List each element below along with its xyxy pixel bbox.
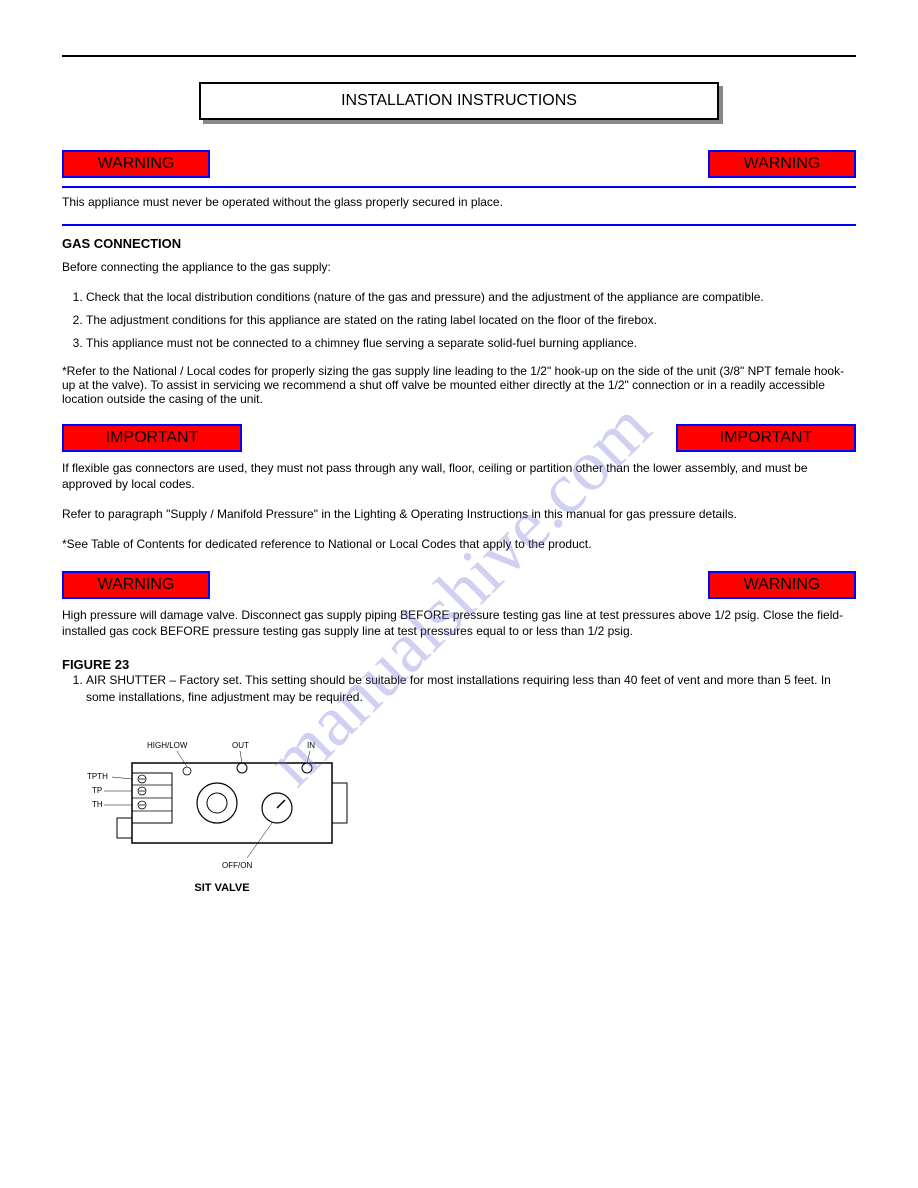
highlow-label: HIGH/LOW xyxy=(147,741,188,750)
in-port xyxy=(302,763,312,773)
warning-row-2: WARNING WARNING xyxy=(62,571,856,599)
list-item: The adjustment conditions for this appli… xyxy=(86,312,856,329)
important-row: IMPORTANT IMPORTANT xyxy=(62,424,856,452)
warning-label: WARNING xyxy=(744,576,821,593)
section4-text3: *See Table of Contents for dedicated ref… xyxy=(62,536,856,552)
important-label: IMPORTANT xyxy=(720,429,813,446)
section3-text: *Refer to the National / Local codes for… xyxy=(62,364,856,406)
warning-label: WARNING xyxy=(98,576,175,593)
top-divider xyxy=(62,55,856,57)
blue-line-2 xyxy=(62,224,856,226)
warning-box-left-1: WARNING xyxy=(62,150,210,178)
list-item: AIR SHUTTER – Factory set. This setting … xyxy=(86,672,856,706)
figure-heading: FIGURE 23 xyxy=(62,657,856,672)
list-item: Check that the local distribution condit… xyxy=(86,289,856,306)
valve-caption: SIT VALVE xyxy=(82,882,362,894)
warning-box-right-1: WARNING xyxy=(708,150,856,178)
valve-diagram: TPTH TP TH HIGH/LOW OUT IN OFF/ON xyxy=(82,723,362,878)
gas-connection-section: GAS CONNECTION Before connecting the app… xyxy=(62,236,856,406)
warning-label: WARNING xyxy=(744,155,821,172)
section1-text: This appliance must never be operated wi… xyxy=(62,194,856,210)
th-label: TH xyxy=(92,800,103,809)
warning-label: WARNING xyxy=(98,155,175,172)
section4-block: If flexible gas connectors are used, the… xyxy=(62,460,856,553)
blue-line-1 xyxy=(62,186,856,188)
tpth-label: TPTH xyxy=(87,772,108,781)
warning-row-1: WARNING WARNING xyxy=(62,150,856,178)
valve-body xyxy=(132,763,332,843)
warning-box-right-2: WARNING xyxy=(708,571,856,599)
gas-intro: Before connecting the appliance to the g… xyxy=(62,259,856,275)
gas-list: Check that the local distribution condit… xyxy=(86,289,856,351)
section4-text1: If flexible gas connectors are used, the… xyxy=(62,460,856,492)
section4-text2: Refer to paragraph "Supply / Manifold Pr… xyxy=(62,506,856,522)
page-container: INSTALLATION INSTRUCTIONS WARNING WARNIN… xyxy=(0,0,918,1188)
gas-heading: GAS CONNECTION xyxy=(62,236,856,251)
figure-list: AIR SHUTTER – Factory set. This setting … xyxy=(86,672,856,706)
center-knob xyxy=(197,783,237,823)
section5-block: High pressure will damage valve. Disconn… xyxy=(62,607,856,639)
title-box: INSTALLATION INSTRUCTIONS xyxy=(199,82,719,120)
out-port xyxy=(237,763,247,773)
page-title: INSTALLATION INSTRUCTIONS xyxy=(341,92,577,109)
section5-text: High pressure will damage valve. Disconn… xyxy=(62,607,856,639)
figure23-section: FIGURE 23 AIR SHUTTER – Factory set. Thi… xyxy=(62,657,856,706)
important-box-left: IMPORTANT xyxy=(62,424,242,452)
offon-label: OFF/ON xyxy=(222,861,252,870)
out-label: OUT xyxy=(232,741,249,750)
in-label: IN xyxy=(307,741,315,750)
important-box-right: IMPORTANT xyxy=(676,424,856,452)
list-item: This appliance must not be connected to … xyxy=(86,335,856,352)
important-label: IMPORTANT xyxy=(106,429,199,446)
tp-label: TP xyxy=(92,786,102,795)
sit-valve-svg: TPTH TP TH HIGH/LOW OUT IN OFF/ON xyxy=(82,723,362,873)
warning-box-left-2: WARNING xyxy=(62,571,210,599)
